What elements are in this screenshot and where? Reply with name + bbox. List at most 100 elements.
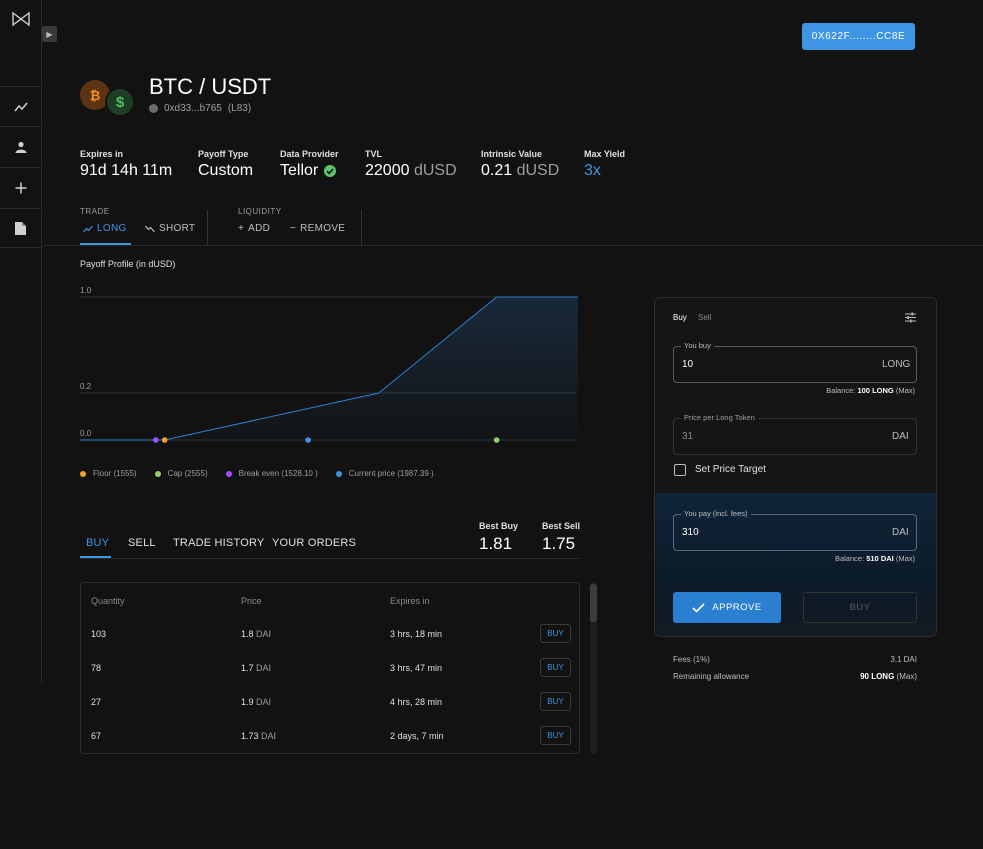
row-buy-button[interactable]: BUY <box>540 692 571 711</box>
row-price-unit: DAI <box>261 731 277 741</box>
wallet-address-button[interactable]: 0X622F........CC8E <box>802 23 915 50</box>
legend-item-break-even: Break even (1528.10 ) <box>225 469 318 478</box>
sidebar-item-docs[interactable] <box>0 208 41 248</box>
balance-max[interactable]: (Max) <box>895 386 915 395</box>
buy-button[interactable]: BUY <box>803 592 917 623</box>
row-expires: 2 days, 7 min <box>390 731 444 741</box>
stat-tvl-label: TVL <box>365 149 382 159</box>
plus-icon <box>15 182 26 193</box>
tab-short[interactable]: SHORT <box>145 223 195 234</box>
remaining-allowance-max[interactable]: (Max) <box>896 672 917 681</box>
you-buy-label: You buy <box>681 341 714 350</box>
row-price: 1.7 DAI <box>241 663 271 673</box>
stat-expires-label: Expires in <box>80 149 124 159</box>
price-per-token-unit: DAI <box>892 431 909 442</box>
set-price-target-label: Set Price Target <box>695 464 766 475</box>
orders-scrollbar-thumb[interactable] <box>590 584 597 622</box>
stat-intrinsic-unit: dUSD <box>516 162 560 179</box>
chevron-right-icon: ▶ <box>46 29 53 39</box>
btc-icon: ₿ <box>80 80 110 110</box>
legend-marker <box>225 470 232 477</box>
sidebar-item-create[interactable] <box>0 167 41 207</box>
tab-remove[interactable]: − REMOVE <box>290 223 345 234</box>
you-buy-field[interactable] <box>673 346 917 383</box>
you-buy-unit: LONG <box>882 359 911 370</box>
legend-item-cap: Cap (2555) <box>154 469 208 478</box>
legend-marker <box>154 470 161 477</box>
balance-max[interactable]: (Max) <box>895 554 915 563</box>
you-pay-field[interactable] <box>673 514 917 551</box>
approve-button[interactable]: APPROVE <box>673 592 781 623</box>
legend-item-floor: Floor (1555) <box>80 469 137 478</box>
pool-tag: (L83) <box>227 103 252 114</box>
row-buy-button[interactable]: BUY <box>540 658 571 677</box>
tab-buy-orders[interactable]: BUY <box>86 537 110 549</box>
you-pay-input[interactable]: 310 <box>682 527 699 538</box>
usdt-icon: $ <box>105 87 135 117</box>
sidebar-item-markets[interactable] <box>0 86 41 126</box>
balance-prefix: Balance: <box>834 554 865 563</box>
balance-prefix: Balance: <box>826 386 856 395</box>
tab-long-label: LONG <box>97 223 127 234</box>
orders-scrollbar[interactable] <box>590 582 597 754</box>
remaining-allowance-label: Remaining allowance <box>673 672 750 681</box>
stat-intrinsic-value: 0.21 <box>481 162 513 179</box>
tab-trade-history[interactable]: TRADE HISTORY <box>173 537 265 549</box>
row-price-unit: DAI <box>256 629 272 639</box>
tab-long[interactable]: LONG <box>83 223 127 234</box>
payoff-profile-title: Payoff Profile (in dUSD) <box>80 259 176 269</box>
app-logo-icon[interactable] <box>11 11 31 27</box>
row-expires: 3 hrs, 47 min <box>390 663 443 673</box>
you-pay-label: You pay (incl. fees) <box>681 509 751 518</box>
you-buy-input[interactable]: 10 <box>682 359 694 370</box>
price-per-token-field[interactable] <box>673 418 917 455</box>
fees-label: Fees (1%) <box>673 655 710 664</box>
row-price: 1.8 DAI <box>241 629 271 639</box>
page-title: BTC / USDT <box>149 74 272 99</box>
fees-value: 3.1 DAI <box>890 655 917 664</box>
marker-point <box>493 437 500 443</box>
chart-legend: Floor (1555) Cap (2555) Break even (1528… <box>80 469 434 478</box>
stat-tvl: 22000 dUSD <box>365 162 457 180</box>
balance-dai-value[interactable]: 510 DAI <box>866 554 894 563</box>
balance-dai: Balance: 510 DAI (Max) <box>780 554 915 563</box>
row-buy-button[interactable]: BUY <box>540 624 571 643</box>
balance-long: Balance: 100 LONG (Max) <box>780 386 915 395</box>
balance-long-value[interactable]: 100 LONG <box>857 386 894 395</box>
divider <box>80 558 580 559</box>
pool-address-text[interactable]: 0xd33...b765 <box>164 103 222 114</box>
payoff-chart: 0.0 0.2 1.0 <box>80 286 578 443</box>
best-buy-value: 1.81 <box>479 534 513 553</box>
sidebar-toggle-button[interactable]: ▶ <box>42 26 57 42</box>
tab-remove-label: REMOVE <box>300 223 346 234</box>
divider <box>42 245 983 246</box>
tab-add[interactable]: + ADD <box>238 223 270 234</box>
tab-your-orders[interactable]: YOUR ORDERS <box>272 537 357 549</box>
panel-tab-buy[interactable]: Buy <box>673 313 687 322</box>
price-per-token-input[interactable]: 31 <box>682 431 694 442</box>
stat-intrinsic: 0.21 dUSD <box>481 162 559 180</box>
tab-sell-orders[interactable]: SELL <box>128 537 156 549</box>
legend-floor-label: Floor (1555) <box>93 469 137 478</box>
stat-data-provider-value: Tellor <box>280 162 319 179</box>
row-price-value: 1.9 <box>241 697 254 707</box>
person-icon <box>15 141 26 153</box>
orders-table <box>80 582 580 754</box>
liquidity-group-label: LIQUIDITY <box>238 207 282 216</box>
sidebar-item-account[interactable] <box>0 126 41 166</box>
row-buy-button[interactable]: BUY <box>540 726 571 745</box>
stat-expires-value: 91d 14h 11m <box>80 162 173 179</box>
active-order-tab-indicator <box>80 556 111 558</box>
stat-data-provider: Tellor <box>280 162 337 180</box>
remaining-allowance: 90 LONG (Max) <box>780 672 917 681</box>
marker-point <box>152 437 159 443</box>
stat-max-yield-label: Max Yield <box>584 149 626 159</box>
settings-sliders-icon[interactable] <box>905 312 916 323</box>
remaining-allowance-value: 90 LONG <box>860 672 895 681</box>
panel-tab-sell[interactable]: Sell <box>698 313 712 322</box>
best-buy-label: Best Buy <box>479 521 519 531</box>
legend-cap-label: Cap (2555) <box>167 469 208 478</box>
set-price-target-checkbox[interactable] <box>674 464 686 476</box>
legend-marker <box>335 470 342 477</box>
tab-short-label: SHORT <box>159 223 196 234</box>
